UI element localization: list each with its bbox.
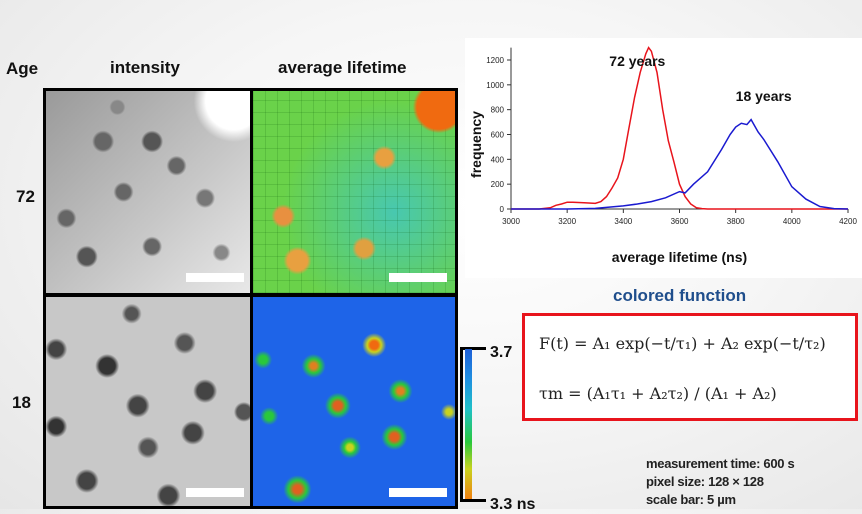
intensity-image-72: [43, 88, 253, 296]
formula-line-1: F(t) = A₁ exp(−t/τ₁) + A₂ exp(−t/τ₂): [539, 334, 826, 353]
x-axis-label: average lifetime (ns): [612, 249, 747, 265]
scale-bar: [389, 273, 447, 282]
row-label-72: 72: [16, 187, 35, 206]
x-tick-label: 3800: [727, 217, 745, 226]
pixel-size: pixel size: 128 × 128: [646, 474, 764, 489]
scale-bar: [186, 273, 244, 282]
colorbar-max-label: 3.7: [490, 344, 513, 361]
row-label-18: 18: [12, 393, 31, 412]
y-tick-label: 800: [491, 106, 505, 115]
series-line-72-years: [511, 46, 848, 210]
y-tick-label: 0: [500, 205, 505, 214]
x-tick-label: 4000: [783, 217, 801, 226]
y-axis-label: frequency: [468, 111, 484, 178]
x-tick-label: 3000: [502, 217, 520, 226]
colorbar-top-tick: [460, 347, 486, 350]
intensity-header: intensity: [110, 58, 180, 77]
x-tick-label: 3600: [671, 217, 689, 226]
scale-bar-info: scale bar: 5 µm: [646, 492, 736, 507]
series-line-18-years: [511, 118, 849, 210]
lifetime-image-18: [250, 294, 458, 509]
average-lifetime-header: average lifetime: [278, 58, 407, 77]
annotation-label: 72 years: [609, 53, 665, 69]
x-tick-label: 3200: [558, 217, 576, 226]
histogram-chart-panel: 0 200 400 600 800 1000 1200 3000 3200 3400 3600 380…: [465, 38, 862, 278]
colorbar-bottom-tick: [460, 499, 486, 502]
colorbar-min-label: 3.3 ns: [490, 496, 536, 513]
x-tick-label: 4200: [839, 217, 857, 226]
measurement-time: measurement time: 600 s: [646, 456, 795, 471]
formula-title: colored function: [613, 286, 747, 305]
histogram-chart: 0 200 400 600 800 1000 1200 3000 3200 3400 3600 380…: [468, 46, 857, 265]
colorbar: [465, 349, 472, 499]
y-tick-label: 1000: [486, 81, 504, 90]
formula-line-2: τm = (A₁τ₁ + A₂τ₂) / (A₁ + A₂): [539, 384, 777, 403]
intensity-image-18: [43, 294, 253, 509]
x-tick-label: 3400: [614, 217, 632, 226]
colorbar-bracket: [460, 347, 464, 502]
age-header: Age: [6, 59, 39, 78]
y-tick-label: 200: [491, 180, 505, 189]
y-tick-label: 400: [491, 155, 505, 164]
y-tick-label: 600: [491, 131, 505, 140]
scale-bar: [186, 488, 244, 497]
lifetime-image-72: [250, 88, 458, 296]
scale-bar: [389, 488, 447, 497]
formula-box: F(t) = A₁ exp(−t/τ₁) + A₂ exp(−t/τ₂) τm …: [522, 313, 858, 421]
annotation-label: 18 years: [736, 88, 792, 104]
y-tick-label: 1200: [486, 56, 504, 65]
